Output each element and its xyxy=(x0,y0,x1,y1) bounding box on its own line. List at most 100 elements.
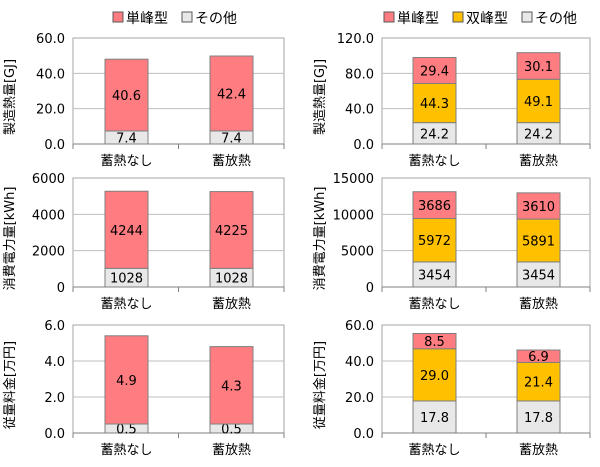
y-tick-label: 4000 xyxy=(32,208,65,223)
y-tick-label: 20.0 xyxy=(36,103,65,118)
data-label: 1028 xyxy=(215,272,248,287)
legend-swatch-その他 xyxy=(521,11,533,23)
x-category-label: 蓄熱なし xyxy=(408,443,460,458)
x-category-label: 蓄放熱 xyxy=(212,443,251,458)
bar-segment-その他 xyxy=(516,261,561,288)
chart-right-top: 0.0 40.0 80.0 120.0 製造熱量[GJ] 蓄熱なし 24.2 44.3 29.4… xyxy=(313,32,591,169)
data-label: 4225 xyxy=(215,224,248,239)
y-axis-title: 消費電力量[kWh] xyxy=(3,187,18,291)
bar-segment-単峰型 xyxy=(209,346,254,425)
x-category-label: 蓄放熱 xyxy=(519,297,558,312)
x-category-label: 蓄熱なし xyxy=(100,297,152,312)
chart-left-top: 0.0 20.0 40.0 60.0 製造熱量[GJ] 蓄熱なし 7.4 40.6 蓄放熱 7.4… xyxy=(3,32,285,169)
legend-swatch-単峰型 xyxy=(383,11,395,23)
data-label: 0.5 xyxy=(116,423,137,438)
data-label: 40.6 xyxy=(112,89,141,104)
bar-segment-単峰型 xyxy=(209,55,254,132)
data-label: 0.5 xyxy=(221,423,242,438)
bar-segment-単峰型 xyxy=(104,335,149,425)
data-label: 17.8 xyxy=(524,411,553,426)
y-tick-label: 2.0 xyxy=(44,391,65,406)
y-tick-label: 120.0 xyxy=(337,32,374,47)
x-category-label: 蓄熱なし xyxy=(100,154,152,169)
y-tick-label: 20.0 xyxy=(345,391,374,406)
bar-segment-双峰型 xyxy=(412,82,457,124)
y-tick-label: 0.0 xyxy=(353,138,374,153)
y-axis-title: 製造熱量[GJ] xyxy=(3,59,18,135)
y-tick-label: 60.0 xyxy=(345,319,374,334)
y-tick-label: 0.0 xyxy=(44,138,65,153)
legend-label: その他 xyxy=(535,11,577,27)
y-tick-label: 6000 xyxy=(32,172,65,187)
bar-segment-その他 xyxy=(412,261,457,288)
y-tick-label: 10000 xyxy=(333,208,374,223)
y-tick-label: 0.0 xyxy=(353,427,374,442)
chart-right-middle: 0 5000 10000 15000 消費電力量[kWh] 蓄熱なし 3454 5972 368… xyxy=(313,172,591,312)
y-tick-label: 40.0 xyxy=(36,67,65,82)
data-label: 17.8 xyxy=(420,411,449,426)
legend-swatch-単峰型 xyxy=(112,11,124,23)
data-label: 4.9 xyxy=(116,374,137,389)
y-tick-label: 80.0 xyxy=(345,67,374,82)
bar-segment-単峰型 xyxy=(104,190,149,269)
bar-segment-単峰型 xyxy=(412,57,457,84)
y-axis-title: 消費電力量[kWh] xyxy=(313,187,328,291)
bar-segment-その他 xyxy=(516,400,561,434)
legend-label: その他 xyxy=(195,11,237,27)
bar-segment-単峰型 xyxy=(209,191,254,269)
y-axis-title: 製造熱量[GJ] xyxy=(313,59,328,135)
x-category-label: 蓄放熱 xyxy=(212,154,251,169)
bar-segment-単峰型 xyxy=(516,349,561,363)
legend-label: 双峰型 xyxy=(466,11,508,27)
data-label: 1028 xyxy=(110,272,143,287)
bar-segment-単峰型 xyxy=(412,191,457,220)
legend-swatch-その他 xyxy=(181,11,193,23)
data-label: 49.1 xyxy=(524,95,553,110)
x-category-label: 蓄放熱 xyxy=(519,443,558,458)
data-label: 7.4 xyxy=(116,131,137,146)
data-label: 4.3 xyxy=(221,379,242,394)
y-tick-label: 15000 xyxy=(333,172,374,187)
y-tick-label: 2000 xyxy=(32,245,65,260)
bar-segment-単峰型 xyxy=(104,58,149,132)
y-tick-label: 0.0 xyxy=(44,427,65,442)
y-tick-label: 0 xyxy=(57,281,65,296)
x-category-label: 蓄放熱 xyxy=(212,297,251,312)
y-tick-label: 60.0 xyxy=(36,32,65,47)
x-category-label: 蓄放熱 xyxy=(519,154,558,169)
data-label: 42.4 xyxy=(217,87,246,102)
data-label: 30.1 xyxy=(524,60,553,75)
bar-segment-単峰型 xyxy=(516,52,561,80)
data-label: 24.2 xyxy=(524,127,553,142)
legend-label: 単峰型 xyxy=(126,11,168,27)
data-label: 4244 xyxy=(110,224,143,239)
bar-segment-単峰型 xyxy=(412,332,457,350)
y-axis-title: 従量料金[万円] xyxy=(312,341,328,429)
data-label: 5972 xyxy=(418,234,451,249)
data-label: 8.5 xyxy=(424,335,445,350)
data-label: 5891 xyxy=(522,234,555,249)
data-label: 24.2 xyxy=(420,127,449,142)
bar-segment-双峰型 xyxy=(516,78,561,124)
data-label: 6.9 xyxy=(528,350,549,365)
bar-segment-単峰型 xyxy=(516,192,561,220)
data-label: 3610 xyxy=(522,200,555,215)
chart-left-middle: 0 2000 4000 6000 消費電力量[kWh] 蓄熱なし 1028 4244 蓄放熱 10… xyxy=(3,172,285,312)
legend: 単峰型 双峰型 その他 xyxy=(383,11,577,27)
y-tick-label: 40.0 xyxy=(345,355,374,370)
data-label: 29.0 xyxy=(420,369,449,384)
y-tick-label: 4.0 xyxy=(44,355,65,370)
x-category-label: 蓄熱なし xyxy=(408,154,460,169)
data-label: 44.3 xyxy=(420,97,449,112)
bar-segment-双峰型 xyxy=(412,348,457,402)
y-axis-title: 従量料金[万円] xyxy=(2,341,18,429)
chart-left-bottom: 0.0 2.0 4.0 6.0 従量料金[万円] 蓄熱なし 0.5 4.9 蓄放熱 0.5 4.3 xyxy=(2,319,285,458)
legend: 単峰型 その他 xyxy=(112,11,237,27)
data-label: 21.4 xyxy=(524,376,553,391)
y-tick-label: 0 xyxy=(366,281,374,296)
data-label: 7.4 xyxy=(221,131,242,146)
data-label: 3454 xyxy=(418,268,451,283)
chart-right-bottom: 0.0 20.0 40.0 60.0 従量料金[万円] 蓄熱なし 17.8 29.0 8.5 蓄放… xyxy=(312,319,591,458)
